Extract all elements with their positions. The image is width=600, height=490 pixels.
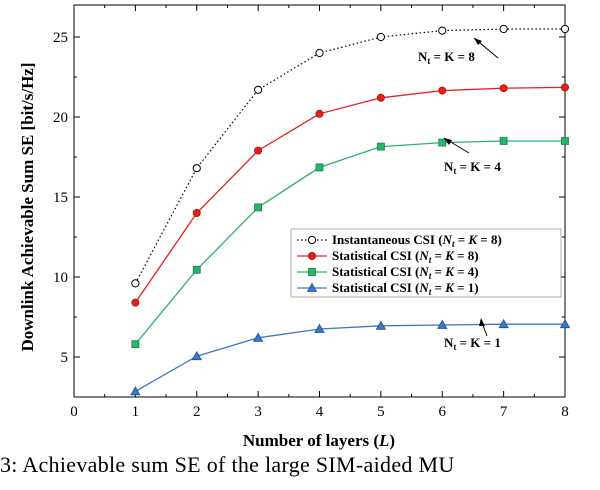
data-point — [314, 323, 325, 333]
data-point — [375, 320, 387, 330]
data-point — [130, 386, 141, 396]
series-2 — [131, 137, 569, 349]
y-tick-label: 10 — [53, 270, 68, 286]
legend-entry-statistical-8: Statistical CSI (Nt = K = 8) — [297, 248, 479, 265]
data-point — [192, 265, 201, 274]
x-tick-label: 0 — [70, 404, 78, 420]
data-point — [561, 137, 569, 145]
legend: Instantaneous CSI (Nt = K = 8) Statistic… — [290, 228, 562, 298]
annotation-nt1: Nt = K = 1 — [444, 318, 501, 352]
x-tick-label: 8 — [561, 404, 569, 420]
series-0 — [131, 24, 570, 288]
series-1 — [131, 83, 570, 307]
annotation-nt4: Nt = K = 4 — [443, 137, 501, 176]
x-tick-label: 6 — [439, 404, 447, 420]
svg-text:Statistical CSI (Nt = K = 4): Statistical CSI (Nt = K = 4) — [332, 264, 479, 281]
data-point — [376, 32, 385, 42]
x-tick-label: 3 — [254, 404, 262, 420]
data-point — [438, 26, 447, 35]
series-line — [134, 28, 565, 284]
series-layer — [130, 24, 571, 396]
data-point — [254, 146, 263, 155]
data-point — [315, 109, 324, 118]
series-line — [134, 86, 566, 303]
data-point — [315, 48, 324, 58]
axis-ticks: 0 1 2 3 4 5 6 7 8 5 10 15 20 25 — [53, 5, 569, 420]
y-tick-label: 5 — [61, 350, 69, 366]
data-point — [252, 332, 264, 342]
data-point — [561, 83, 570, 92]
y-axis-label: Downlink Achievable Sum SE [bit/s/Hz] — [18, 62, 37, 351]
y-tick-label: 25 — [53, 30, 68, 46]
series-line — [135, 323, 565, 392]
data-point — [192, 164, 201, 173]
y-tick-label: 15 — [53, 190, 68, 206]
series-line — [134, 140, 565, 345]
svg-text:Statistical CSI (Nt = K = 1): Statistical CSI (Nt = K = 1) — [332, 280, 479, 297]
figure-caption: 3: Achievable sum SE of the large SIM-ai… — [0, 452, 455, 477]
data-point — [131, 298, 140, 307]
svg-text:Nt = K = 8: Nt = K = 8 — [418, 49, 475, 66]
data-point — [254, 203, 263, 212]
svg-text:Nt = K = 1: Nt = K = 1 — [444, 335, 501, 352]
data-point — [376, 93, 385, 102]
svg-text:Instantaneous CSI (Nt = K = 8): Instantaneous CSI (Nt = K = 8) — [332, 232, 502, 249]
data-point — [438, 138, 447, 147]
data-point — [315, 163, 324, 172]
data-point — [438, 86, 447, 95]
svg-text:Statistical CSI (Nt = K = 8): Statistical CSI (Nt = K = 8) — [332, 248, 479, 265]
x-tick-label: 5 — [377, 404, 385, 420]
data-point — [191, 350, 202, 361]
annotation-nt8: Nt = K = 8 — [418, 37, 499, 66]
x-tick-label: 4 — [316, 404, 324, 420]
legend-entry-statistical-4: Statistical CSI (Nt = K = 4) — [297, 264, 479, 281]
x-tick-label: 1 — [132, 404, 140, 420]
data-point — [499, 24, 508, 34]
data-point — [131, 279, 140, 288]
data-point — [254, 85, 263, 94]
data-point — [499, 84, 508, 93]
x-axis-label: Number of layers (L) — [243, 431, 395, 450]
legend-entry-instantaneous-8: Instantaneous CSI (Nt = K = 8) — [297, 232, 502, 249]
legend-entry-statistical-1: Statistical CSI (Nt = K = 1) — [297, 280, 479, 297]
data-point — [131, 340, 140, 349]
data-point — [560, 24, 570, 34]
annotations: Nt = K = 8 Nt = K = 4 Nt = K = 1 — [418, 37, 501, 352]
svg-text:Nt = K = 4: Nt = K = 4 — [444, 159, 501, 176]
x-tick-label: 7 — [500, 404, 508, 420]
data-point — [437, 319, 448, 329]
x-tick-label: 2 — [193, 404, 201, 420]
data-point — [559, 318, 571, 329]
series-3 — [130, 318, 571, 396]
y-tick-label: 20 — [53, 110, 68, 126]
data-point — [376, 142, 385, 151]
data-point — [192, 208, 201, 217]
data-point — [498, 318, 509, 329]
data-point — [499, 137, 508, 145]
